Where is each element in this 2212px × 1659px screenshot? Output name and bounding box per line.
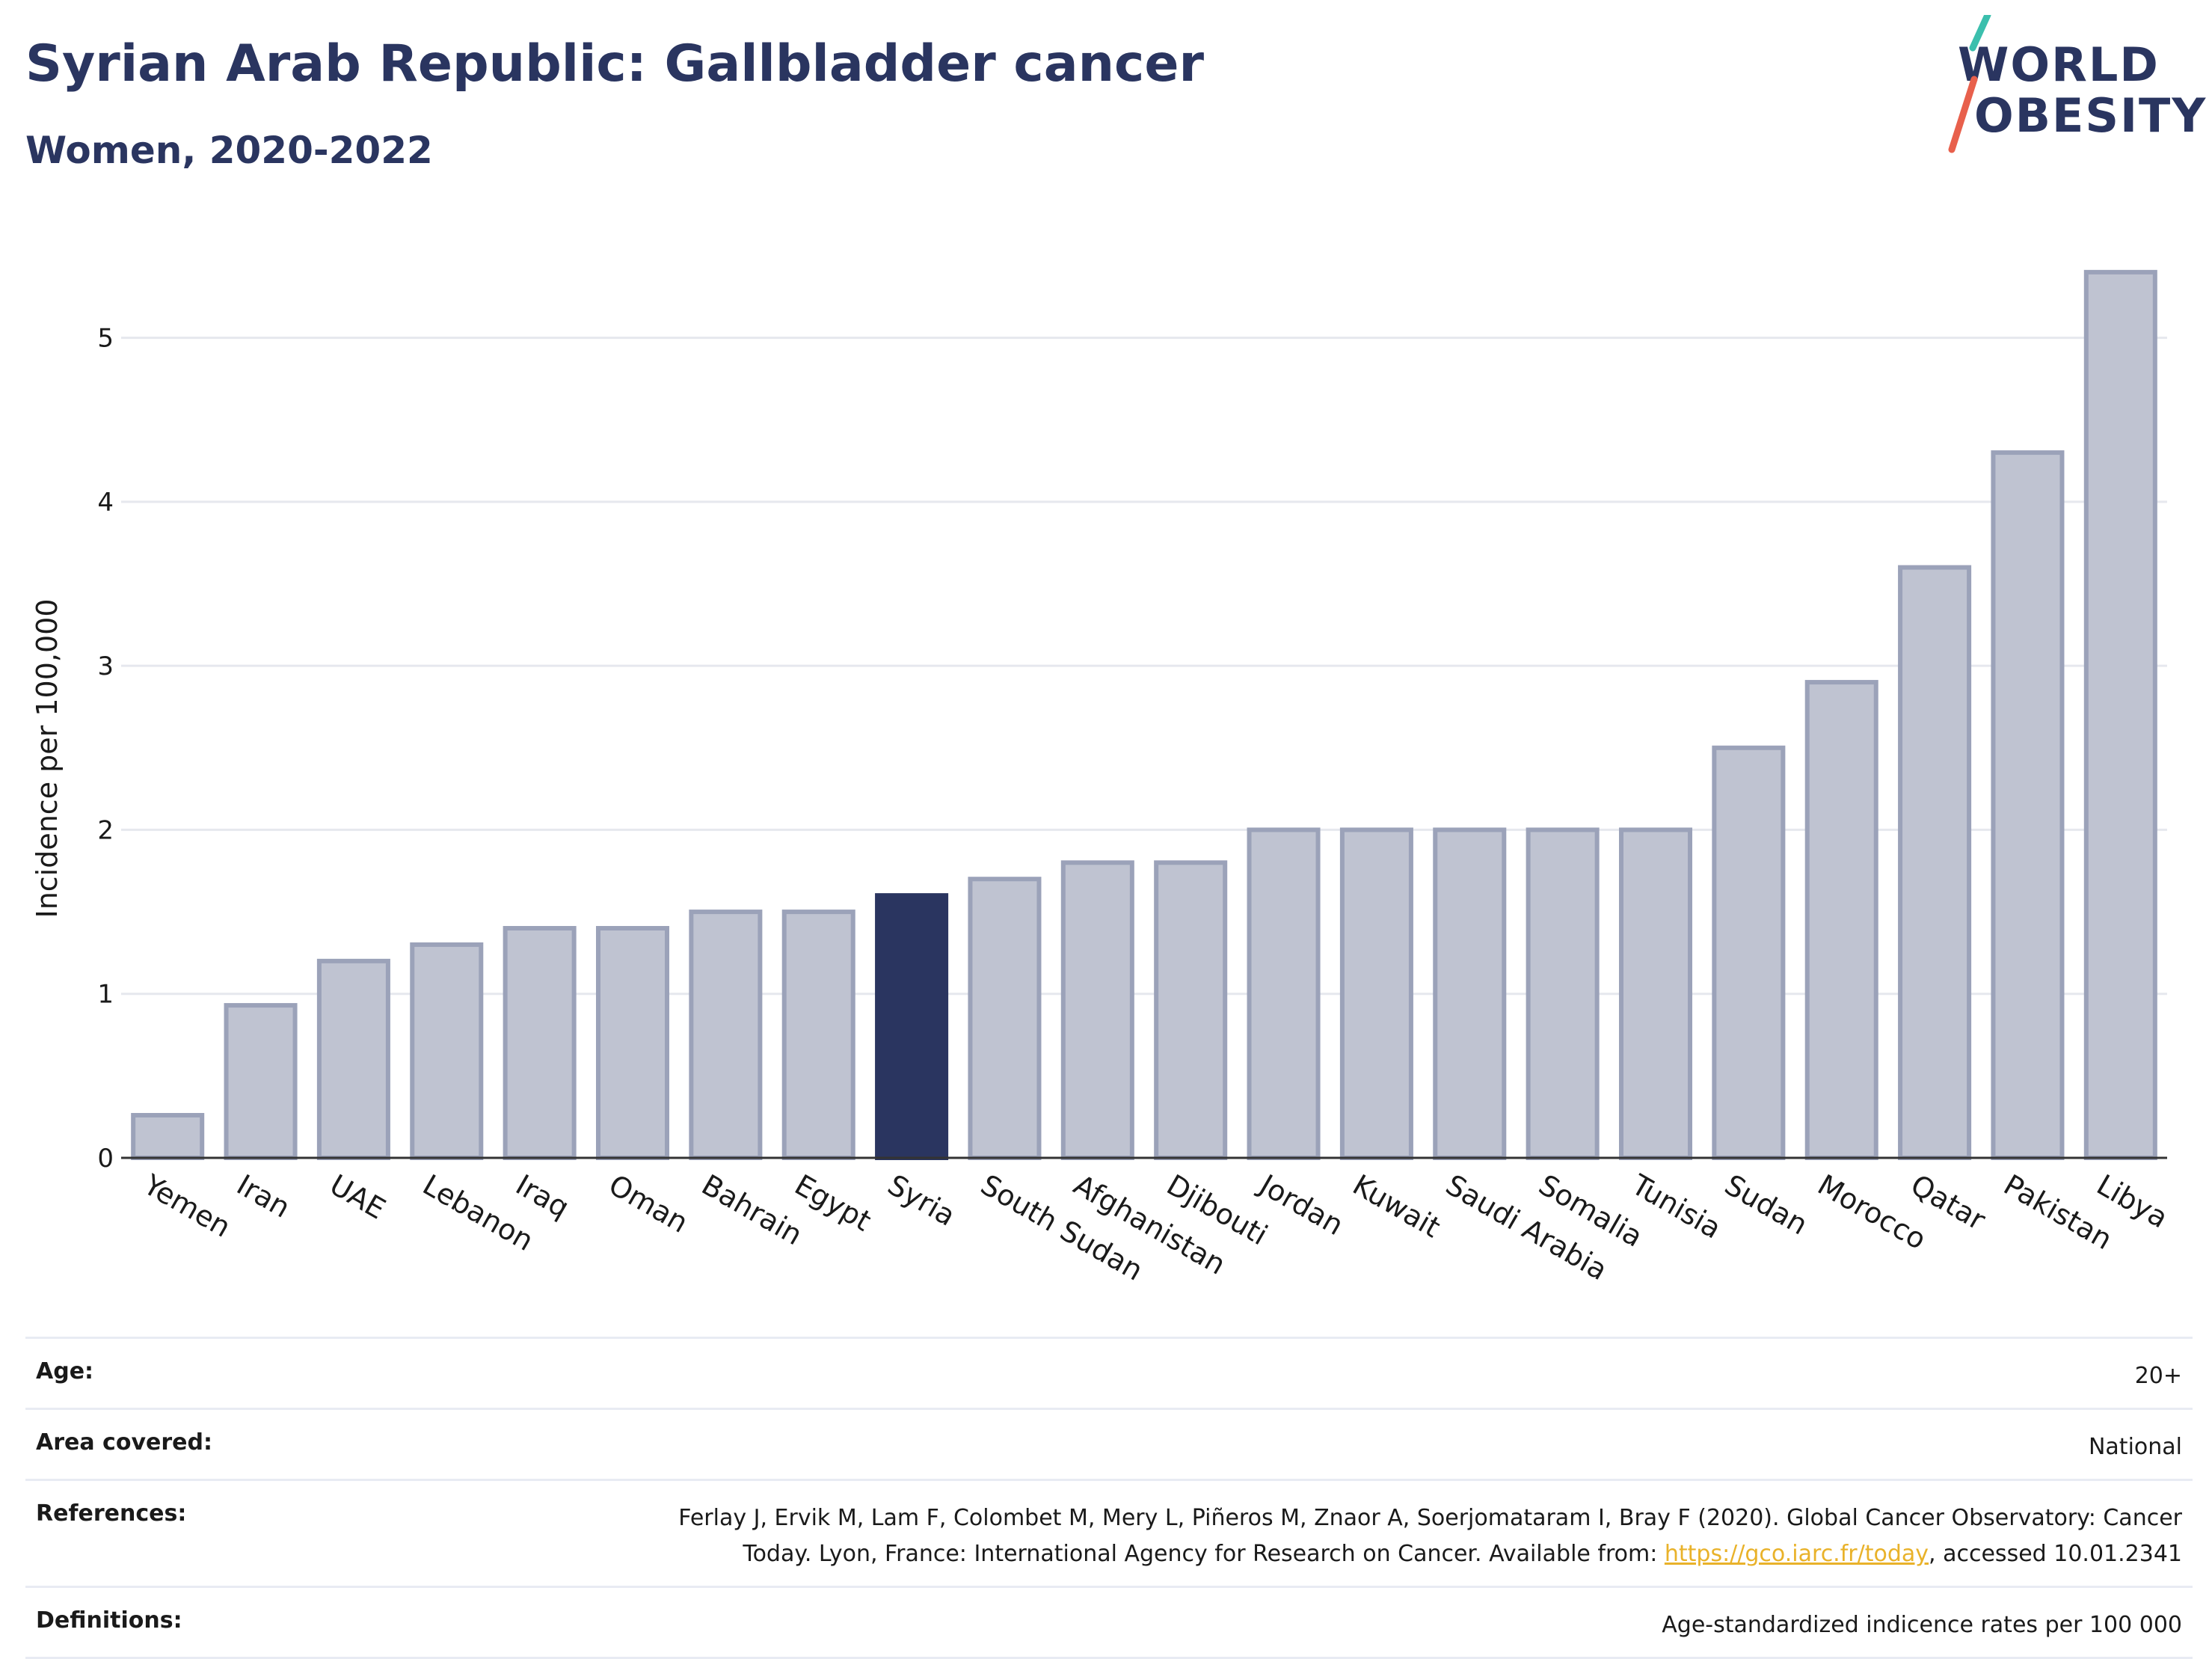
bar-saudi-arabia xyxy=(1433,827,1507,1161)
references-line2-suffix: , accessed 10.01.2341 xyxy=(1929,1541,2182,1567)
age-value: 20+ xyxy=(2134,1363,2182,1389)
definitions-label: Definitions: xyxy=(36,1607,182,1634)
y-axis-title: Incidence per 100,000 xyxy=(31,598,64,918)
logo-word-obesity: OBESITY xyxy=(1974,88,2208,143)
references-label: References: xyxy=(36,1500,187,1527)
y-tick-label: 4 xyxy=(97,488,114,518)
info-table: Age: 20+ Area covered: National Referenc… xyxy=(25,1337,2193,1659)
info-row-age: Age: 20+ xyxy=(25,1337,2193,1408)
y-tick-label: 5 xyxy=(97,324,114,354)
bar-morocco xyxy=(1804,680,1878,1160)
bar-pakistan xyxy=(1991,450,2065,1160)
bar-afghanistan xyxy=(1060,860,1134,1161)
y-tick-label: 3 xyxy=(97,651,114,681)
bar-sudan xyxy=(1712,745,1786,1160)
area-value: National xyxy=(2088,1434,2182,1460)
bars xyxy=(131,269,2157,1161)
info-row-definitions: Definitions: Age-standardized indicence … xyxy=(25,1586,2193,1659)
age-label: Age: xyxy=(36,1358,94,1384)
references-value: Ferlay J, Ervik M, Lam F, Colombet M, Me… xyxy=(678,1500,2182,1572)
logo-slash-icon xyxy=(1948,15,1991,153)
x-tick-label: Kuwait xyxy=(1348,1168,1446,1245)
x-tick-label: Iran xyxy=(231,1168,295,1224)
page-subtitle: Women, 2020-2022 xyxy=(25,129,433,172)
y-tick-label: 1 xyxy=(97,980,114,1010)
page-title: Syrian Arab Republic: Gallbladder cancer xyxy=(25,34,1204,93)
bar-libya xyxy=(2083,269,2157,1160)
area-label: Area covered: xyxy=(36,1429,212,1456)
x-tick-label: Bahrain xyxy=(696,1168,808,1252)
references-link[interactable]: https://gco.iarc.fr/today xyxy=(1664,1541,1929,1567)
world-obesity-logo: WORLD OBESITY xyxy=(1944,15,2205,165)
bar-syria xyxy=(875,893,949,1160)
references-line2-prefix: Today. Lyon, France: International Agenc… xyxy=(743,1541,1665,1567)
bar-south-sudan xyxy=(968,877,1042,1160)
logo-word-world: WORLD xyxy=(1958,37,2160,92)
bar-tunisia xyxy=(1618,827,1693,1161)
bar-lebanon xyxy=(410,942,484,1161)
bar-jordan xyxy=(1247,827,1321,1161)
bar-djibouti xyxy=(1154,860,1228,1161)
y-tick-label: 2 xyxy=(97,815,114,845)
bar-oman xyxy=(595,926,670,1160)
bar-somalia xyxy=(1526,827,1600,1161)
x-tick-label: Iraq xyxy=(510,1168,574,1224)
info-row-area: Area covered: National xyxy=(25,1408,2193,1479)
bar-bahrain xyxy=(689,910,763,1160)
x-tick-label: Syria xyxy=(882,1168,961,1233)
bar-yemen xyxy=(131,1112,205,1161)
x-tick-label: Yemen xyxy=(138,1168,236,1244)
y-tick-label: 0 xyxy=(97,1144,114,1174)
definitions-value: Age-standardized indicence rates per 100… xyxy=(1662,1612,2182,1638)
bar-egypt xyxy=(781,910,855,1160)
bar-iraq xyxy=(503,926,577,1160)
y-tick-labels: 0 1 2 3 4 5 xyxy=(97,324,114,1174)
bar-qatar xyxy=(1898,565,1972,1160)
x-tick-label: UAE xyxy=(325,1168,391,1226)
x-tick-label: Oman xyxy=(603,1168,694,1239)
info-row-references: References: Ferlay J, Ervik M, Lam F, Co… xyxy=(25,1479,2193,1586)
bar-uae xyxy=(316,958,390,1161)
x-tick-label: Sudan xyxy=(1719,1168,1813,1242)
bar-iran xyxy=(224,1003,298,1161)
references-line1: Ferlay J, Ervik M, Lam F, Colombet M, Me… xyxy=(678,1505,2182,1531)
bar-kuwait xyxy=(1339,827,1413,1161)
